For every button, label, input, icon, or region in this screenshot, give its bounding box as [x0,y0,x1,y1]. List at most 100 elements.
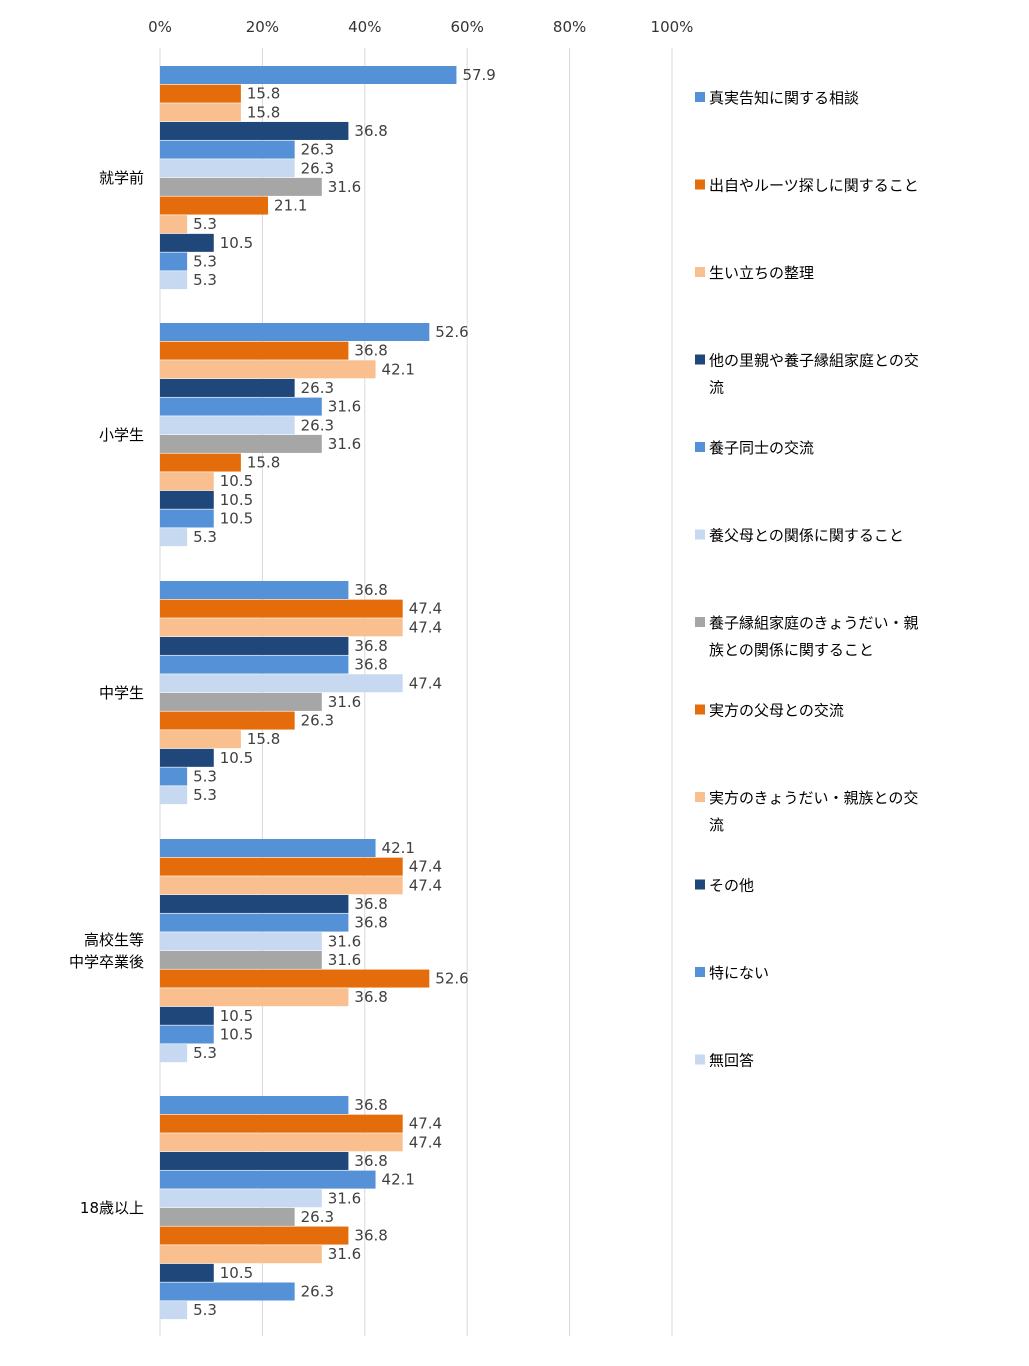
category-label: 18歳以上 [80,1199,144,1217]
bar [160,509,214,528]
bar [160,378,295,397]
bar [160,581,349,599]
category-label: 中学生 [99,684,144,702]
data-label: 10.5 [220,234,253,252]
data-label: 5.3 [193,1044,217,1062]
data-label: 10.5 [220,1264,253,1282]
data-label: 36.8 [354,656,387,674]
legend-swatch [695,529,705,540]
bar [160,1006,214,1025]
legend-label: 養父母との関係に関すること [709,527,904,545]
bar [160,1170,376,1189]
category-label: 中学卒業後 [69,953,144,971]
legend-label: 養子同士の交流 [709,439,814,457]
bar [160,618,403,637]
bar [160,215,188,234]
bar [160,1282,295,1301]
data-label: 5.3 [193,271,217,289]
bar [160,196,269,215]
data-label: 47.4 [409,600,442,618]
bar [160,692,322,711]
data-label: 10.5 [220,491,253,509]
data-label: 31.6 [328,435,361,453]
bar [160,341,349,360]
legend-swatch [695,617,705,627]
legend-label: 族との関係に関すること [709,641,874,659]
bar [160,434,322,453]
legend-swatch [695,704,705,715]
data-label: 31.6 [328,951,361,969]
data-label: 36.8 [354,1227,387,1245]
data-label: 47.4 [409,876,442,894]
x-tick-label: 60% [451,18,484,36]
bar [160,913,349,932]
data-label: 26.3 [301,416,334,434]
legend-label: その他 [709,877,754,895]
bar [160,748,214,767]
bar [160,932,322,951]
data-label: 5.3 [193,528,217,546]
data-label: 47.4 [409,1115,442,1133]
data-label: 26.3 [301,379,334,397]
bar [160,655,349,674]
x-tick-label: 100% [651,18,694,36]
data-label: 5.3 [193,1301,217,1319]
bar [160,1151,349,1170]
data-label: 21.1 [274,197,307,215]
legend-label: 養子縁組家庭のきょうだい・親 [709,614,919,632]
bar [160,599,403,618]
bar [160,472,214,491]
data-label: 42.1 [382,1171,415,1189]
data-label: 36.8 [354,342,387,360]
bar [160,950,322,969]
data-label: 26.3 [301,712,334,730]
data-label: 5.3 [193,253,217,271]
bar [160,786,188,805]
bar [160,140,295,159]
data-label: 57.9 [462,66,495,84]
bar [160,121,349,140]
legend: 真実告知に関する相談出自やルーツ探しに関すること生い立ちの整理他の里親や養子縁組… [695,89,919,1070]
data-label: 36.8 [354,1152,387,1170]
data-label: 10.5 [220,472,253,490]
bar [160,271,188,290]
bar [160,674,403,693]
data-label: 31.6 [328,178,361,196]
category-label: 小学生 [99,426,144,444]
data-label: 5.3 [193,786,217,804]
legend-swatch [695,267,705,277]
bar [160,839,376,857]
data-label: 31.6 [328,1245,361,1263]
bar [160,1207,295,1226]
bar [160,857,403,876]
data-label: 10.5 [220,1007,253,1025]
data-label: 36.8 [354,581,387,599]
bar [160,1189,322,1208]
bar [160,103,241,122]
data-label: 47.4 [409,1133,442,1151]
bar [160,988,349,1007]
bar [160,66,457,84]
data-label: 52.6 [435,323,468,341]
category-label: 高校生等 [84,931,144,949]
bar [160,1226,349,1245]
data-label: 47.4 [409,858,442,876]
data-label: 31.6 [328,932,361,950]
legend-label: 無回答 [709,1052,754,1070]
legend-swatch [695,879,705,890]
bar [160,1096,349,1114]
bar [160,969,430,988]
data-label: 26.3 [301,141,334,159]
x-tick-label: 80% [553,18,586,36]
legend-label: 生い立ちの整理 [709,264,814,282]
data-label: 36.8 [354,988,387,1006]
bar [160,252,188,271]
bar [160,397,322,416]
data-label: 36.8 [354,122,387,140]
data-label: 31.6 [328,1189,361,1207]
bar [160,1263,214,1282]
data-label: 36.8 [354,914,387,932]
bar [160,767,188,786]
bar [160,1025,214,1044]
